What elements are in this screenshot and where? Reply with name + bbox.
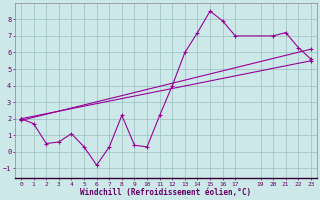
X-axis label: Windchill (Refroidissement éolien,°C): Windchill (Refroidissement éolien,°C) bbox=[80, 188, 252, 197]
